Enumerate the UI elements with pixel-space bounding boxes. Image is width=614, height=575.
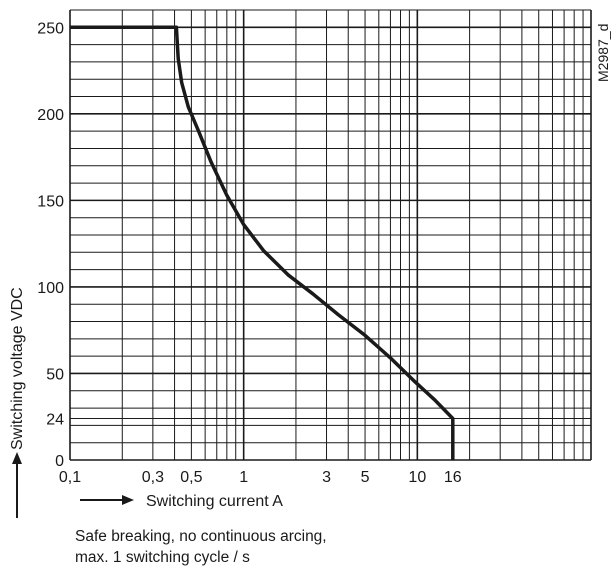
y-tick-label: 50	[46, 366, 64, 383]
note-line-1: Safe breaking, no continuous arcing,	[75, 528, 327, 545]
y-tick-label: 0	[55, 453, 64, 470]
figure-id: M2987_d	[595, 24, 611, 82]
y-tick-label: 250	[37, 20, 64, 37]
x-axis-label: Switching current A	[146, 493, 283, 510]
y-tick-label: 24	[46, 411, 64, 428]
chart-note: Safe breaking, no continuous arcing, max…	[75, 526, 327, 568]
x-tick-label: 0,5	[180, 469, 202, 486]
chart-plot	[70, 25, 455, 460]
x-tick-label: 0,3	[142, 469, 164, 486]
note-line-2: max. 1 switching cycle / s	[75, 549, 250, 566]
x-tick-label: 1	[239, 469, 248, 486]
y-axis-label: Switching voltage VDC	[9, 287, 26, 450]
x-tick-label: 5	[361, 469, 370, 486]
y-axis-title: Switching voltage VDC	[9, 287, 26, 518]
y-tick-label: 200	[37, 107, 64, 124]
chart-grid	[69, 9, 592, 461]
x-tick-label: 0,1	[59, 469, 81, 486]
y-tick-label: 150	[37, 193, 64, 210]
y-tick-label: 100	[37, 280, 64, 297]
x-tick-label: 16	[444, 469, 462, 486]
x-axis-arrow-head	[122, 495, 134, 505]
x-axis-title: Switching current A	[80, 493, 283, 510]
chart-tick-labels: 0,1 0,3 0,5 1 3 5 10 16 0 24 50 100 150 200 250	[37, 20, 461, 486]
x-tick-label: 10	[408, 469, 426, 486]
x-tick-label: 3	[322, 469, 331, 486]
y-axis-arrow-head	[12, 452, 22, 464]
series-line	[70, 25, 455, 460]
